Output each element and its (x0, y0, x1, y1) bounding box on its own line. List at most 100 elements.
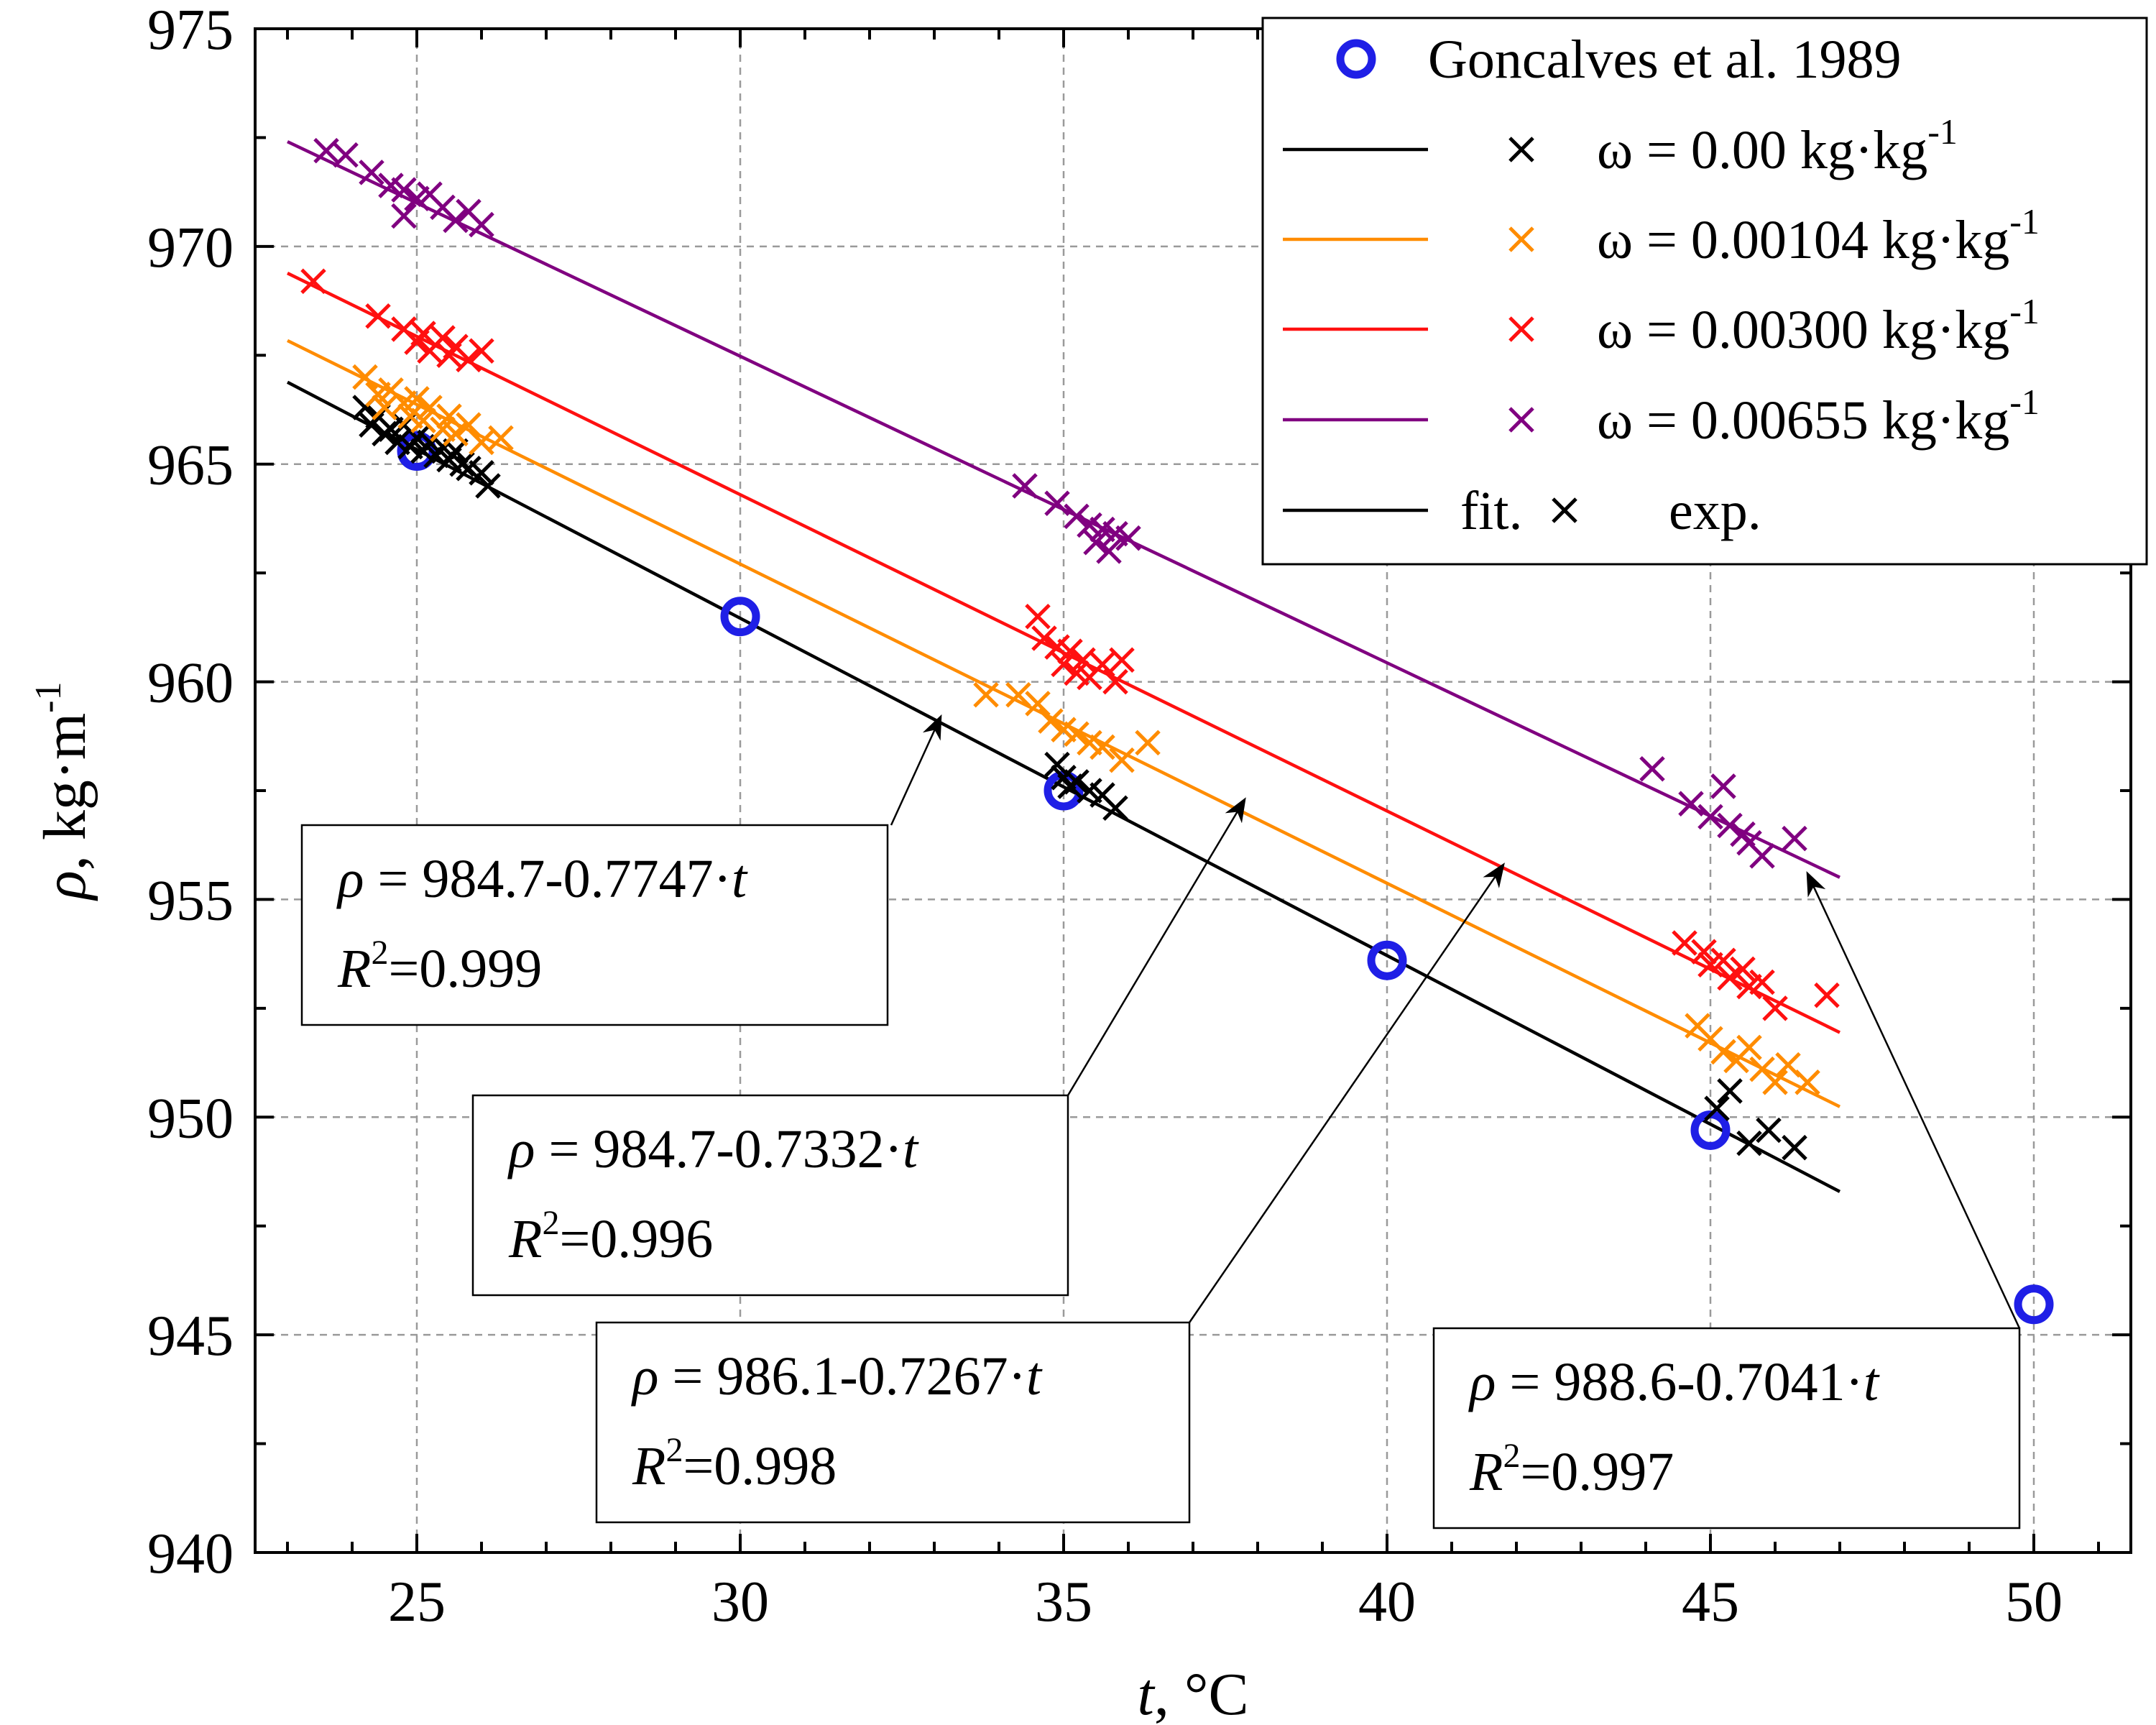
y-tick-label: 955 (147, 869, 234, 932)
equation-body: = 988.6-0.7041· (1496, 1352, 1863, 1412)
annotation-arrow-1 (1067, 797, 1246, 1096)
r2-symbol: R (1469, 1442, 1503, 1502)
legend-exp-cross-marker (1552, 497, 1577, 523)
exp-point-series-1 (404, 386, 430, 412)
x-axis-title: t, °C (1138, 1661, 1249, 1725)
exp-point-series-3 (1044, 490, 1070, 516)
exp-point-series-3 (1064, 503, 1089, 530)
exp-point-series-1 (1025, 691, 1051, 717)
annotation-box-1 (471, 1094, 1069, 1297)
exp-point-series-1 (1795, 1070, 1820, 1095)
y-axis-title: ρ, kg·m-1 (28, 682, 98, 902)
legend-box (1261, 17, 2148, 566)
exp-point-series-1 (443, 420, 469, 447)
legend-label-sup: -1 (1927, 111, 1958, 152)
exp-point-series-1 (973, 681, 999, 708)
legend-label-sup: -1 (2009, 291, 2040, 331)
exp-point-series-2 (1031, 625, 1057, 651)
exp-point-series-1 (1109, 747, 1135, 773)
legend-label-text: ω = 0.00655 kg·kg (1597, 390, 2009, 451)
r2-sup: 2 (665, 1431, 683, 1469)
x-axis-title-var: t (1138, 1661, 1156, 1725)
equation-var-rho: ρ (507, 1119, 535, 1179)
exp-point-series-0 (1756, 1117, 1782, 1144)
exp-point-series-2 (1730, 956, 1756, 983)
annotation-box-2 (595, 1321, 1191, 1524)
r2-symbol: R (632, 1436, 665, 1496)
exp-point-series-2 (1051, 651, 1077, 678)
annotation-3: ρ = 988.6-0.7041·t R2=0.997 (1432, 871, 2021, 1530)
x-tick-label: 45 (1682, 1570, 1739, 1634)
annotation-box-3 (1432, 1327, 2021, 1530)
fit-line-series-1 (287, 339, 1841, 1108)
legend-label-reference: Goncalves et al. 1989 (1428, 29, 1901, 90)
legend-label-sup: -1 (2009, 201, 2040, 242)
legend-cross-marker-4 (1508, 407, 1534, 433)
y-tick-label: 970 (147, 216, 234, 280)
exp-point-series-0 (1102, 795, 1128, 821)
exp-point-series-3 (313, 137, 339, 164)
exp-point-series-2 (1089, 651, 1115, 678)
y-tick-label: 965 (147, 434, 234, 497)
equation-var-rho: ρ (1468, 1352, 1496, 1412)
grid (255, 29, 2131, 1552)
exp-point-series-2 (1109, 647, 1135, 673)
r2-symbol: R (337, 939, 371, 999)
exp-point-series-2 (1025, 603, 1051, 630)
exp-point-series-1 (436, 403, 462, 429)
legend-label-text: ω = 0.00300 kg·kg (1597, 300, 2009, 360)
legend-fit-label: fit. (1460, 481, 1523, 541)
annotation-r2-1: R2=0.996 (508, 1204, 713, 1269)
x-tick-label: 35 (1035, 1570, 1092, 1634)
annotation-r2-0: R2=0.999 (337, 934, 542, 999)
annotation-equation-1: ρ = 984.7-0.7332·t (507, 1119, 919, 1179)
legend-cross-marker-3 (1508, 316, 1534, 342)
exp-point-series-0 (1717, 1078, 1743, 1104)
y-tick-label: 975 (147, 0, 234, 62)
exp-point-series-0 (1782, 1134, 1807, 1161)
reference-point (1367, 940, 1407, 980)
y-tick-label: 960 (147, 652, 234, 715)
legend-label-text: ω = 0.00104 kg·kg (1597, 210, 2009, 270)
equation-var-t: t (1026, 1346, 1043, 1407)
annotation-equation-2: ρ = 986.1-0.7267·t (631, 1346, 1043, 1407)
exp-point-series-1 (469, 429, 494, 456)
exp-point-series-0 (469, 460, 494, 486)
exp-point-series-3 (1083, 529, 1109, 556)
exp-point-series-2 (1814, 982, 1840, 1008)
r2-sup: 2 (371, 934, 388, 972)
y-tick-label: 945 (147, 1305, 234, 1368)
legend-label-4: ω = 0.00655 kg·kg-1 (1597, 382, 2040, 451)
exp-point-series-1 (1710, 1039, 1736, 1065)
r2-value: =0.999 (388, 939, 542, 999)
annotation-equation-3: ρ = 988.6-0.7041·t (1468, 1352, 1880, 1412)
r2-value: =0.998 (683, 1436, 837, 1496)
annotation-2: ρ = 986.1-0.7267·tR2=0.998 (595, 862, 1505, 1524)
fit-line-series-0 (286, 380, 1841, 1193)
exp-point-series-2 (1717, 965, 1743, 991)
exp-point-series-2 (456, 346, 482, 373)
exp-point-series-1 (372, 395, 397, 420)
experimental-points (300, 137, 1840, 1161)
exp-point-series-1 (456, 412, 482, 438)
annotation-1: ρ = 984.7-0.7332·t R2=0.996 (471, 797, 1246, 1297)
exp-point-series-3 (1710, 773, 1736, 799)
exp-point-series-1 (1135, 730, 1161, 756)
equation-var-t: t (732, 849, 748, 909)
r2-value: =0.997 (1520, 1442, 1674, 1502)
equation-body: = 984.7-0.7747· (364, 849, 731, 909)
exp-point-series-2 (1070, 647, 1096, 673)
legend-label-sup: -1 (2009, 382, 2040, 422)
equation-var-t: t (1864, 1352, 1880, 1412)
exp-point-series-3 (333, 142, 359, 168)
exp-point-series-3 (1782, 825, 1807, 852)
exp-point-series-1 (1005, 681, 1031, 708)
annotation-r2-3: R2=0.997 (1469, 1437, 1674, 1502)
exp-point-series-1 (1089, 734, 1115, 760)
y-axis-title-sup: -1 (28, 682, 69, 713)
exp-point-series-2 (300, 268, 326, 295)
exp-point-series-3 (1639, 755, 1665, 782)
exp-point-series-3 (391, 177, 417, 203)
